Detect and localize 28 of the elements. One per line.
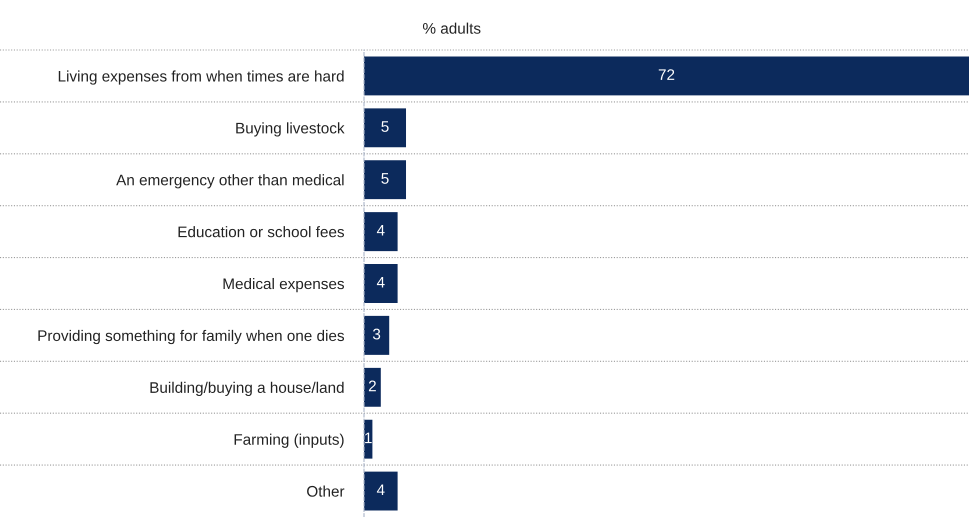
y-tick-label: Medical expenses bbox=[224, 278, 344, 292]
y-tick-label: Living expenses from when times are hard bbox=[58, 70, 344, 85]
data-label: 2 bbox=[368, 380, 376, 392]
bar bbox=[364, 472, 398, 511]
bar bbox=[364, 108, 406, 148]
data-label: 3 bbox=[372, 328, 380, 340]
data-label: 4 bbox=[376, 225, 385, 236]
data-label: 4 bbox=[376, 484, 385, 496]
bar bbox=[364, 368, 381, 407]
data-label: 72 bbox=[658, 69, 674, 80]
data-label: 5 bbox=[381, 173, 389, 184]
bar bbox=[364, 264, 398, 303]
data-label: 5 bbox=[381, 121, 389, 132]
data-label: 1 bbox=[365, 432, 372, 444]
bar bbox=[364, 316, 390, 355]
bar bbox=[364, 56, 969, 96]
bar bbox=[364, 160, 406, 200]
y-tick-label: Education or school fees bbox=[178, 226, 344, 238]
x-axis-title: % adults bbox=[422, 22, 480, 34]
y-tick-label: Buying livestock bbox=[236, 122, 345, 137]
y-tick-label: Farming (inputs) bbox=[234, 434, 344, 448]
y-tick-label: Providing something for family when one dies bbox=[38, 330, 344, 344]
y-tick-label: Other bbox=[307, 486, 344, 497]
y-tick-label: An emergency other than medical bbox=[116, 174, 344, 188]
bar bbox=[364, 212, 398, 252]
bar bbox=[364, 420, 372, 459]
y-tick-label: Building/buying a house/land bbox=[150, 382, 344, 396]
data-label: 4 bbox=[376, 276, 385, 288]
